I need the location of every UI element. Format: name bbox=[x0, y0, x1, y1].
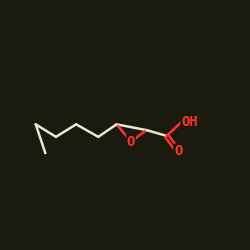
Text: O: O bbox=[174, 144, 182, 158]
Text: O: O bbox=[127, 135, 135, 149]
Text: OH: OH bbox=[181, 116, 198, 130]
